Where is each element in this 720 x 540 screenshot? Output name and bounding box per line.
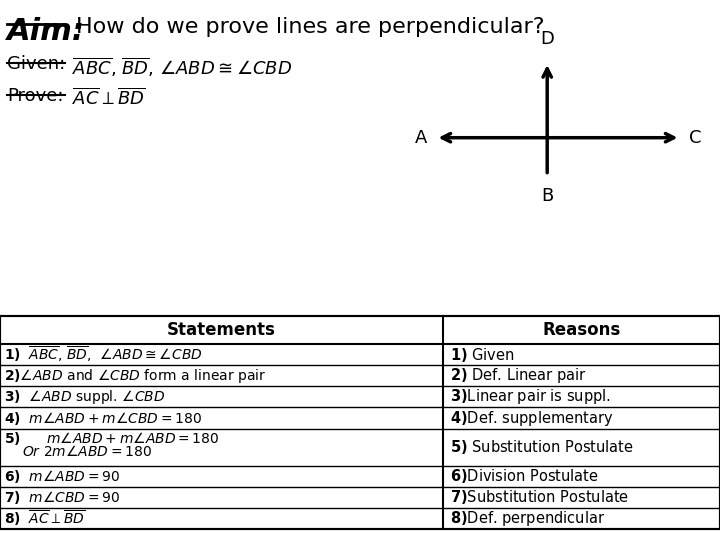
Text: $Or\ 2m\angle ABD = 180$: $Or\ 2m\angle ABD = 180$ [22,444,151,459]
Text: $\mathbf{4)}$Def. supplementary: $\mathbf{4)}$Def. supplementary [450,409,613,428]
Text: $\mathbf{7)}$  $m\angle CBD = 90$: $\mathbf{7)}$ $m\angle CBD = 90$ [4,489,120,506]
Text: $\mathbf{8)}$  $\overline{AC} \perp \overline{BD}$: $\mathbf{8)}$ $\overline{AC} \perp \over… [4,509,85,528]
Text: Reasons: Reasons [542,321,621,339]
Text: $\mathbf{6)}$Division Postulate: $\mathbf{6)}$Division Postulate [450,467,599,485]
Text: How do we prove lines are perpendicular?: How do we prove lines are perpendicular? [76,17,544,37]
Text: Given:: Given: [7,55,66,73]
Text: $\overline{AC} \perp \overline{BD}$: $\overline{AC} \perp \overline{BD}$ [72,87,145,109]
Text: C: C [689,129,701,147]
Text: Prove:: Prove: [7,87,63,105]
Text: Statements: Statements [167,321,276,339]
Text: Aim:: Aim: [7,17,86,46]
Text: $\mathbf{3)}$  $\angle ABD$ suppl. $\angle CBD$: $\mathbf{3)}$ $\angle ABD$ suppl. $\angl… [4,388,165,406]
Text: $\mathbf{2)}$$\angle ABD$ and $\angle CBD$ form a linear pair: $\mathbf{2)}$$\angle ABD$ and $\angle CB… [4,367,266,384]
Text: $\mathbf{8)}$Def. perpendicular: $\mathbf{8)}$Def. perpendicular [450,509,606,528]
Text: $\mathbf{1)}$  $\overline{ABC}$, $\overline{BD}$,  $\angle ABD \cong \angle CBD$: $\mathbf{1)}$ $\overline{ABC}$, $\overli… [4,345,202,364]
Text: $\mathbf{5)}$ Substitution Postulate: $\mathbf{5)}$ Substitution Postulate [450,438,634,456]
Text: $\mathbf{5)}$      $m\angle ABD + m\angle ABD = 180$: $\mathbf{5)}$ $m\angle ABD + m\angle ABD… [4,430,219,447]
Text: D: D [540,30,554,48]
Text: $\mathbf{3)}$Linear pair is suppl.: $\mathbf{3)}$Linear pair is suppl. [450,387,611,407]
Text: B: B [541,187,554,205]
Text: $\mathbf{1)}$ Given: $\mathbf{1)}$ Given [450,346,515,363]
Text: A: A [415,129,427,147]
Text: $\mathbf{7)}$Substitution Postulate: $\mathbf{7)}$Substitution Postulate [450,489,629,507]
Bar [0,316,720,529]
Text: $\overline{ABC}$, $\overline{BD}$, $\angle ABD \cong \angle CBD$: $\overline{ABC}$, $\overline{BD}$, $\ang… [72,55,292,78]
Text: $\mathbf{6)}$  $m\angle ABD = 90$: $\mathbf{6)}$ $m\angle ABD = 90$ [4,468,120,485]
Text: $\mathbf{4)}$  $m\angle ABD + m\angle CBD = 180$: $\mathbf{4)}$ $m\angle ABD + m\angle CBD… [4,409,202,427]
Text: $\mathbf{2)}$ Def. Linear pair: $\mathbf{2)}$ Def. Linear pair [450,366,587,385]
